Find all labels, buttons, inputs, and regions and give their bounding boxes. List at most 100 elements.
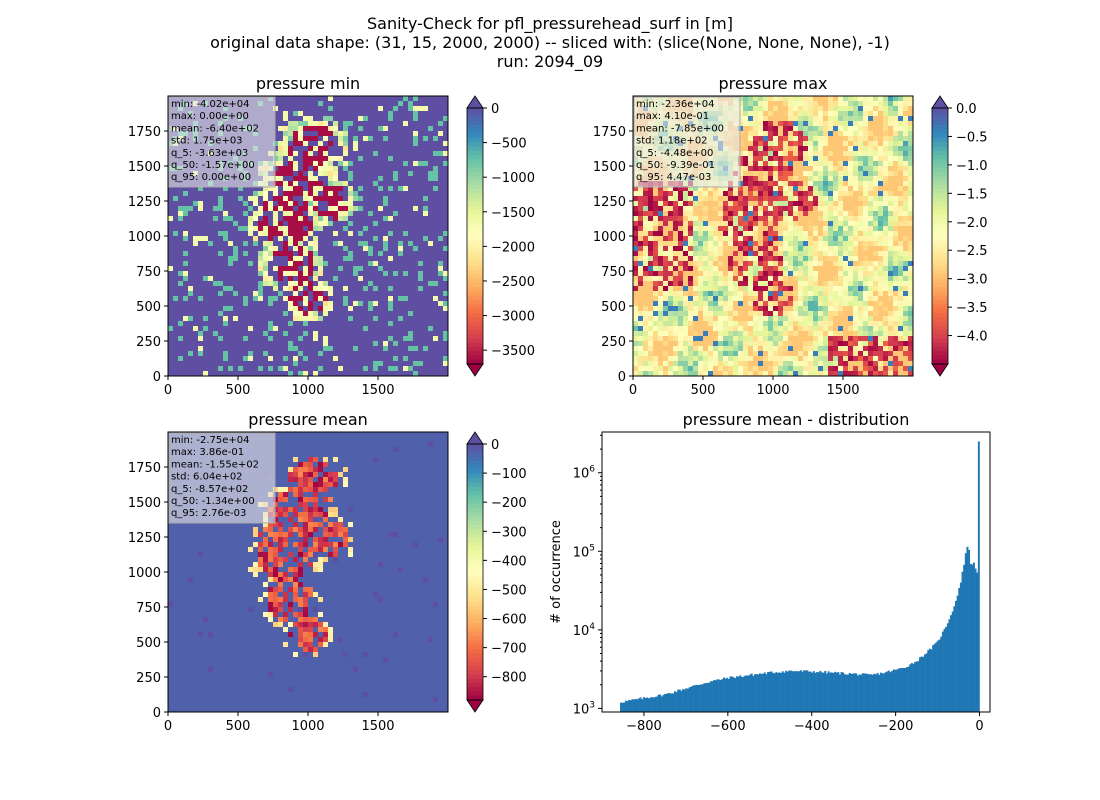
heatmap-cell xyxy=(323,306,329,312)
heatmap-cell xyxy=(818,151,824,157)
heatmap-cell xyxy=(363,371,369,377)
heatmap-cell xyxy=(863,226,869,232)
heatmap-cell xyxy=(263,256,269,262)
heatmap-cell xyxy=(168,276,174,282)
heatmap-cell xyxy=(168,306,174,312)
heatmap-cell xyxy=(293,166,299,172)
heatmap-cell xyxy=(243,281,249,287)
heatmap-cell xyxy=(673,216,679,222)
heatmap-cell xyxy=(413,361,419,367)
heatmap-cell xyxy=(273,291,279,297)
heatmap-cell xyxy=(203,306,209,312)
heatmap-cell xyxy=(343,226,349,232)
heatmap-cell xyxy=(438,126,444,132)
heatmap-cell xyxy=(773,106,779,112)
heatmap-cell xyxy=(688,221,694,227)
heatmap-cell xyxy=(358,121,364,127)
heatmap-cell xyxy=(383,296,389,302)
heatmap-cell xyxy=(743,141,749,147)
heatmap-cell xyxy=(748,166,754,172)
heatmap-cell xyxy=(198,206,204,212)
heatmap-cell xyxy=(228,196,234,202)
heatmap-cell xyxy=(808,206,814,212)
heatmap-cell xyxy=(433,276,439,282)
heatmap-cell xyxy=(708,216,714,222)
heatmap-cell xyxy=(423,151,429,157)
heatmap-cell xyxy=(298,336,304,342)
heatmap-cell xyxy=(798,241,804,247)
heatmap-cell xyxy=(353,236,359,242)
heatmap-cell xyxy=(313,256,319,262)
heatmap-cell xyxy=(738,121,744,127)
heatmap-cell xyxy=(283,146,289,152)
heatmap-cell xyxy=(363,141,369,147)
heatmap-cell xyxy=(768,156,774,162)
heatmap-cell xyxy=(208,281,214,287)
heatmap-cell xyxy=(253,201,259,207)
heatmap-cell xyxy=(353,301,359,307)
heatmap-cell xyxy=(323,141,329,147)
heatmap-cell xyxy=(213,266,219,272)
heatmap-cell xyxy=(208,266,214,272)
heatmap-cell xyxy=(188,316,194,322)
heatmap-cell xyxy=(398,111,404,117)
heatmap-cell xyxy=(868,166,874,172)
heatmap-cell xyxy=(413,226,419,232)
heatmap-cell xyxy=(878,221,884,227)
heatmap-cell xyxy=(398,126,404,132)
heatmap-cell xyxy=(398,176,404,182)
heatmap-cell xyxy=(303,221,309,227)
heatmap-cell xyxy=(703,226,709,232)
heatmap-cell xyxy=(288,326,294,332)
heatmap-cell xyxy=(413,266,419,272)
heatmap-cell xyxy=(308,366,314,372)
heatmap-cell xyxy=(433,256,439,262)
heatmap-cell xyxy=(233,371,239,377)
heatmap-cell xyxy=(413,191,419,197)
heatmap-cell xyxy=(398,331,404,337)
heatmap-cell xyxy=(838,181,844,187)
heatmap-cell xyxy=(793,141,799,147)
heatmap-cell xyxy=(728,191,734,197)
heatmap-cell xyxy=(273,286,279,292)
heatmap-cell xyxy=(288,251,294,257)
heatmap-cell xyxy=(343,201,349,207)
heatmap-cell xyxy=(363,216,369,222)
heatmap-cell xyxy=(823,111,829,117)
heatmap-cell xyxy=(908,246,914,252)
heatmap-cell xyxy=(288,136,294,142)
heatmap-cell xyxy=(873,141,879,147)
heatmap-cell xyxy=(793,176,799,182)
heatmap-cell xyxy=(843,131,849,137)
heatmap-cell xyxy=(378,361,384,367)
heatmap-cell xyxy=(273,156,279,162)
heatmap-cell xyxy=(173,271,179,277)
heatmap-cell xyxy=(228,356,234,362)
heatmap-cell xyxy=(258,371,264,377)
heatmap-cell xyxy=(223,246,229,252)
heatmap-cell xyxy=(398,351,404,357)
heatmap-cell xyxy=(173,246,179,252)
heatmap-cell xyxy=(298,96,304,102)
heatmap-cell xyxy=(238,356,244,362)
heatmap-cell xyxy=(443,186,449,192)
heatmap-cell xyxy=(243,271,249,277)
heatmap-cell xyxy=(893,246,899,252)
heatmap-cell xyxy=(338,341,344,347)
heatmap-cell xyxy=(233,271,239,277)
heatmap-cell xyxy=(293,266,299,272)
heatmap-cell xyxy=(408,281,414,287)
heatmap-cell xyxy=(288,231,294,237)
heatmap-cell xyxy=(333,101,339,107)
heatmap-cell xyxy=(838,151,844,157)
heatmap-cell xyxy=(168,351,174,357)
heatmap-cell xyxy=(378,161,384,167)
x-tick-label: 1500 xyxy=(361,383,394,398)
heatmap-cell xyxy=(718,241,724,247)
heatmap-cell xyxy=(683,231,689,237)
heatmap-cell xyxy=(413,281,419,287)
heatmap-cell xyxy=(343,361,349,367)
heatmap-cell xyxy=(218,191,224,197)
heatmap-cell xyxy=(418,181,424,187)
heatmap-cell xyxy=(883,151,889,157)
